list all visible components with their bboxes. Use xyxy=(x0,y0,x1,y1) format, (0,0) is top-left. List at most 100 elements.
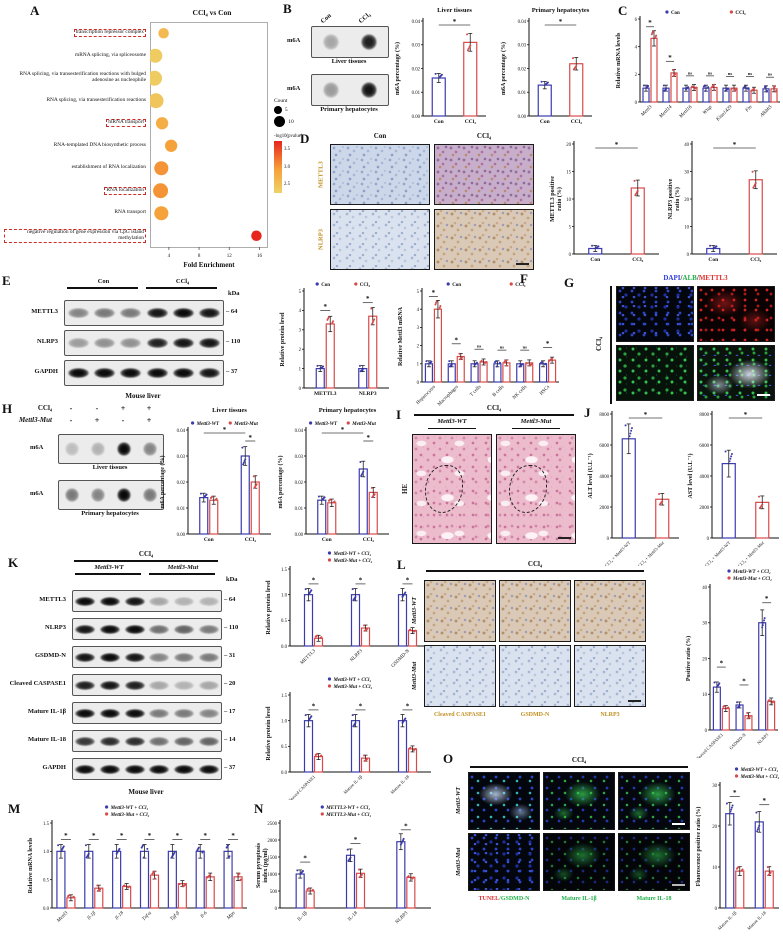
go-term-labels: transcription repressor complex mRNA spli… xyxy=(4,22,150,270)
svg-text:IL-1β: IL-1β xyxy=(297,911,309,923)
svg-text:Fluorescence positive ratio (%: Fluorescence positive ratio (%) xyxy=(695,807,702,887)
svg-text:Con: Con xyxy=(321,283,330,288)
blot-band xyxy=(120,337,142,349)
blot-group-label: Con xyxy=(97,278,110,285)
svg-text:Serum pyroptosis: Serum pyroptosis xyxy=(256,842,262,888)
svg-text:*: * xyxy=(432,289,436,297)
bar xyxy=(139,850,150,909)
svg-text:Mettl16: Mettl16 xyxy=(678,105,694,121)
svg-text:Mettl3-Mut + CCl₄: Mettl3-Mut + CCl₄ xyxy=(332,559,372,564)
svg-text:CCl₄: CCl₄ xyxy=(735,11,746,16)
blot-caption: Liver tissues xyxy=(92,464,128,471)
bubble-legend: Count 5 10 -log10(pvalue) 3.5 3.0 2.5 xyxy=(270,22,318,270)
group-underline xyxy=(67,287,138,289)
blot-band xyxy=(198,596,219,606)
go-term: mRNA splicing, via spliceosome xyxy=(4,45,150,68)
svg-text:*: * xyxy=(324,303,328,311)
matrix-row-name: Mettl3-Mut xyxy=(18,416,52,425)
row-label: HE xyxy=(401,483,409,495)
blot-caption: Mouse liver xyxy=(128,788,164,796)
svg-text:Hepatocytes: Hepatocytes xyxy=(416,385,437,406)
svg-text:0: 0 xyxy=(417,381,420,386)
matrix-row-name: CCl₄ xyxy=(37,404,52,413)
svg-text:Con: Con xyxy=(434,119,444,125)
svg-text:*: * xyxy=(733,789,737,797)
dot-blot-spot xyxy=(117,488,131,502)
blot-band xyxy=(172,367,195,379)
col-label: Cleaved CASPASE1 xyxy=(433,712,487,718)
svg-text:0.5: 0.5 xyxy=(281,745,288,750)
go-term: RNA splicing, via transesterification re… xyxy=(4,90,150,113)
svg-text:2000: 2000 xyxy=(267,839,277,844)
svg-text:Con: Con xyxy=(322,537,332,543)
svg-text:m6A percentage (%): m6A percentage (%) xyxy=(277,456,284,509)
micrograph xyxy=(468,833,540,891)
micrograph xyxy=(543,833,615,891)
bubble xyxy=(154,206,169,221)
svg-text:0.02: 0.02 xyxy=(177,481,186,486)
overline xyxy=(470,766,688,768)
svg-text:Mettl3-Mut: Mettl3-Mut xyxy=(351,422,376,427)
svg-text:ns: ns xyxy=(688,70,693,75)
go-term: transcription repressor complex xyxy=(4,22,150,45)
matrix-value: - xyxy=(95,404,99,413)
matrix-value: + xyxy=(146,404,152,413)
blot-band xyxy=(198,624,219,634)
bar xyxy=(327,502,337,535)
svg-text:NK cells: NK cells xyxy=(512,385,528,401)
svg-text:ns: ns xyxy=(477,344,482,349)
blot-band xyxy=(67,337,89,349)
svg-text:4: 4 xyxy=(168,254,171,259)
blot-band xyxy=(149,596,170,606)
svg-text:*: * xyxy=(765,595,769,603)
svg-text:0: 0 xyxy=(607,537,610,542)
svg-text:Relative protein level: Relative protein level xyxy=(280,312,286,367)
svg-text:16: 16 xyxy=(257,254,263,259)
panel-b: B Con CCl₄ m6A Liver tissues m6A Primary hepa… xyxy=(283,2,613,130)
svg-text:1.0: 1.0 xyxy=(281,719,288,724)
blot-band xyxy=(172,307,195,319)
svg-text:20: 20 xyxy=(566,143,571,148)
blot-band xyxy=(124,708,145,718)
go-term-label: RNA splicing, via transesterification re… xyxy=(19,71,146,84)
svg-text:0.01: 0.01 xyxy=(412,91,421,96)
svg-text:Primary hepatocytes: Primary hepatocytes xyxy=(319,407,377,414)
svg-text:*: * xyxy=(615,141,619,149)
bar xyxy=(764,870,774,909)
svg-text:ns: ns xyxy=(708,70,713,75)
bar xyxy=(748,179,763,255)
svg-text:NLRP3 positive: NLRP3 positive xyxy=(668,178,674,219)
bar xyxy=(670,72,678,103)
svg-text:20: 20 xyxy=(702,657,707,662)
panel-d: D Con CCl₄ METTL3 NLRP3 0 5 10 15 20 METTL3 posi… xyxy=(300,132,783,274)
overline xyxy=(414,414,574,416)
bar xyxy=(725,813,735,909)
svg-text:1.5: 1.5 xyxy=(281,568,288,573)
blot-band xyxy=(172,337,195,349)
bar xyxy=(250,481,260,535)
bubble xyxy=(155,117,169,130)
svg-text:Con: Con xyxy=(590,257,600,263)
svg-text:0.00: 0.00 xyxy=(177,533,186,538)
svg-text:Wtap: Wtap xyxy=(702,105,713,116)
svg-text:ns: ns xyxy=(523,345,528,350)
chart-svg: 0 1 2 3 4 5 Relative protein level Con CCl₄ * METT… xyxy=(280,282,389,397)
svg-text:Mature IL-18: Mature IL-18 xyxy=(389,774,410,795)
gradient-tick: 3.0 xyxy=(284,164,290,170)
svg-text:Mettl3-Mut: Mettl3-Mut xyxy=(233,422,258,427)
panel-a: A CCl₄ vs Con transcription repressor co… xyxy=(2,2,318,272)
kda-value: – 64 xyxy=(224,596,236,603)
bar xyxy=(223,850,233,909)
svg-text:4: 4 xyxy=(417,308,420,313)
svg-text:*: * xyxy=(742,677,746,685)
panel-e-label: E xyxy=(2,273,11,288)
bar xyxy=(368,315,378,389)
matrix-value: + xyxy=(120,404,126,413)
legend-gradient: 3.5 3.0 2.5 xyxy=(274,141,318,194)
dot-blot-spot xyxy=(91,488,105,502)
chart-svg: 0.0 0.5 1.0 1.5 Relative protein level Mettl3… xyxy=(266,551,431,669)
svg-text:CCl₄: CCl₄ xyxy=(632,257,643,263)
blot-group-label: Mettl3-WT xyxy=(94,564,124,571)
svg-text:ns: ns xyxy=(768,72,773,77)
panel-m: M 0.0 0.5 1.0 1.5 Relative mRNA levels Mettl3… xyxy=(2,800,250,938)
